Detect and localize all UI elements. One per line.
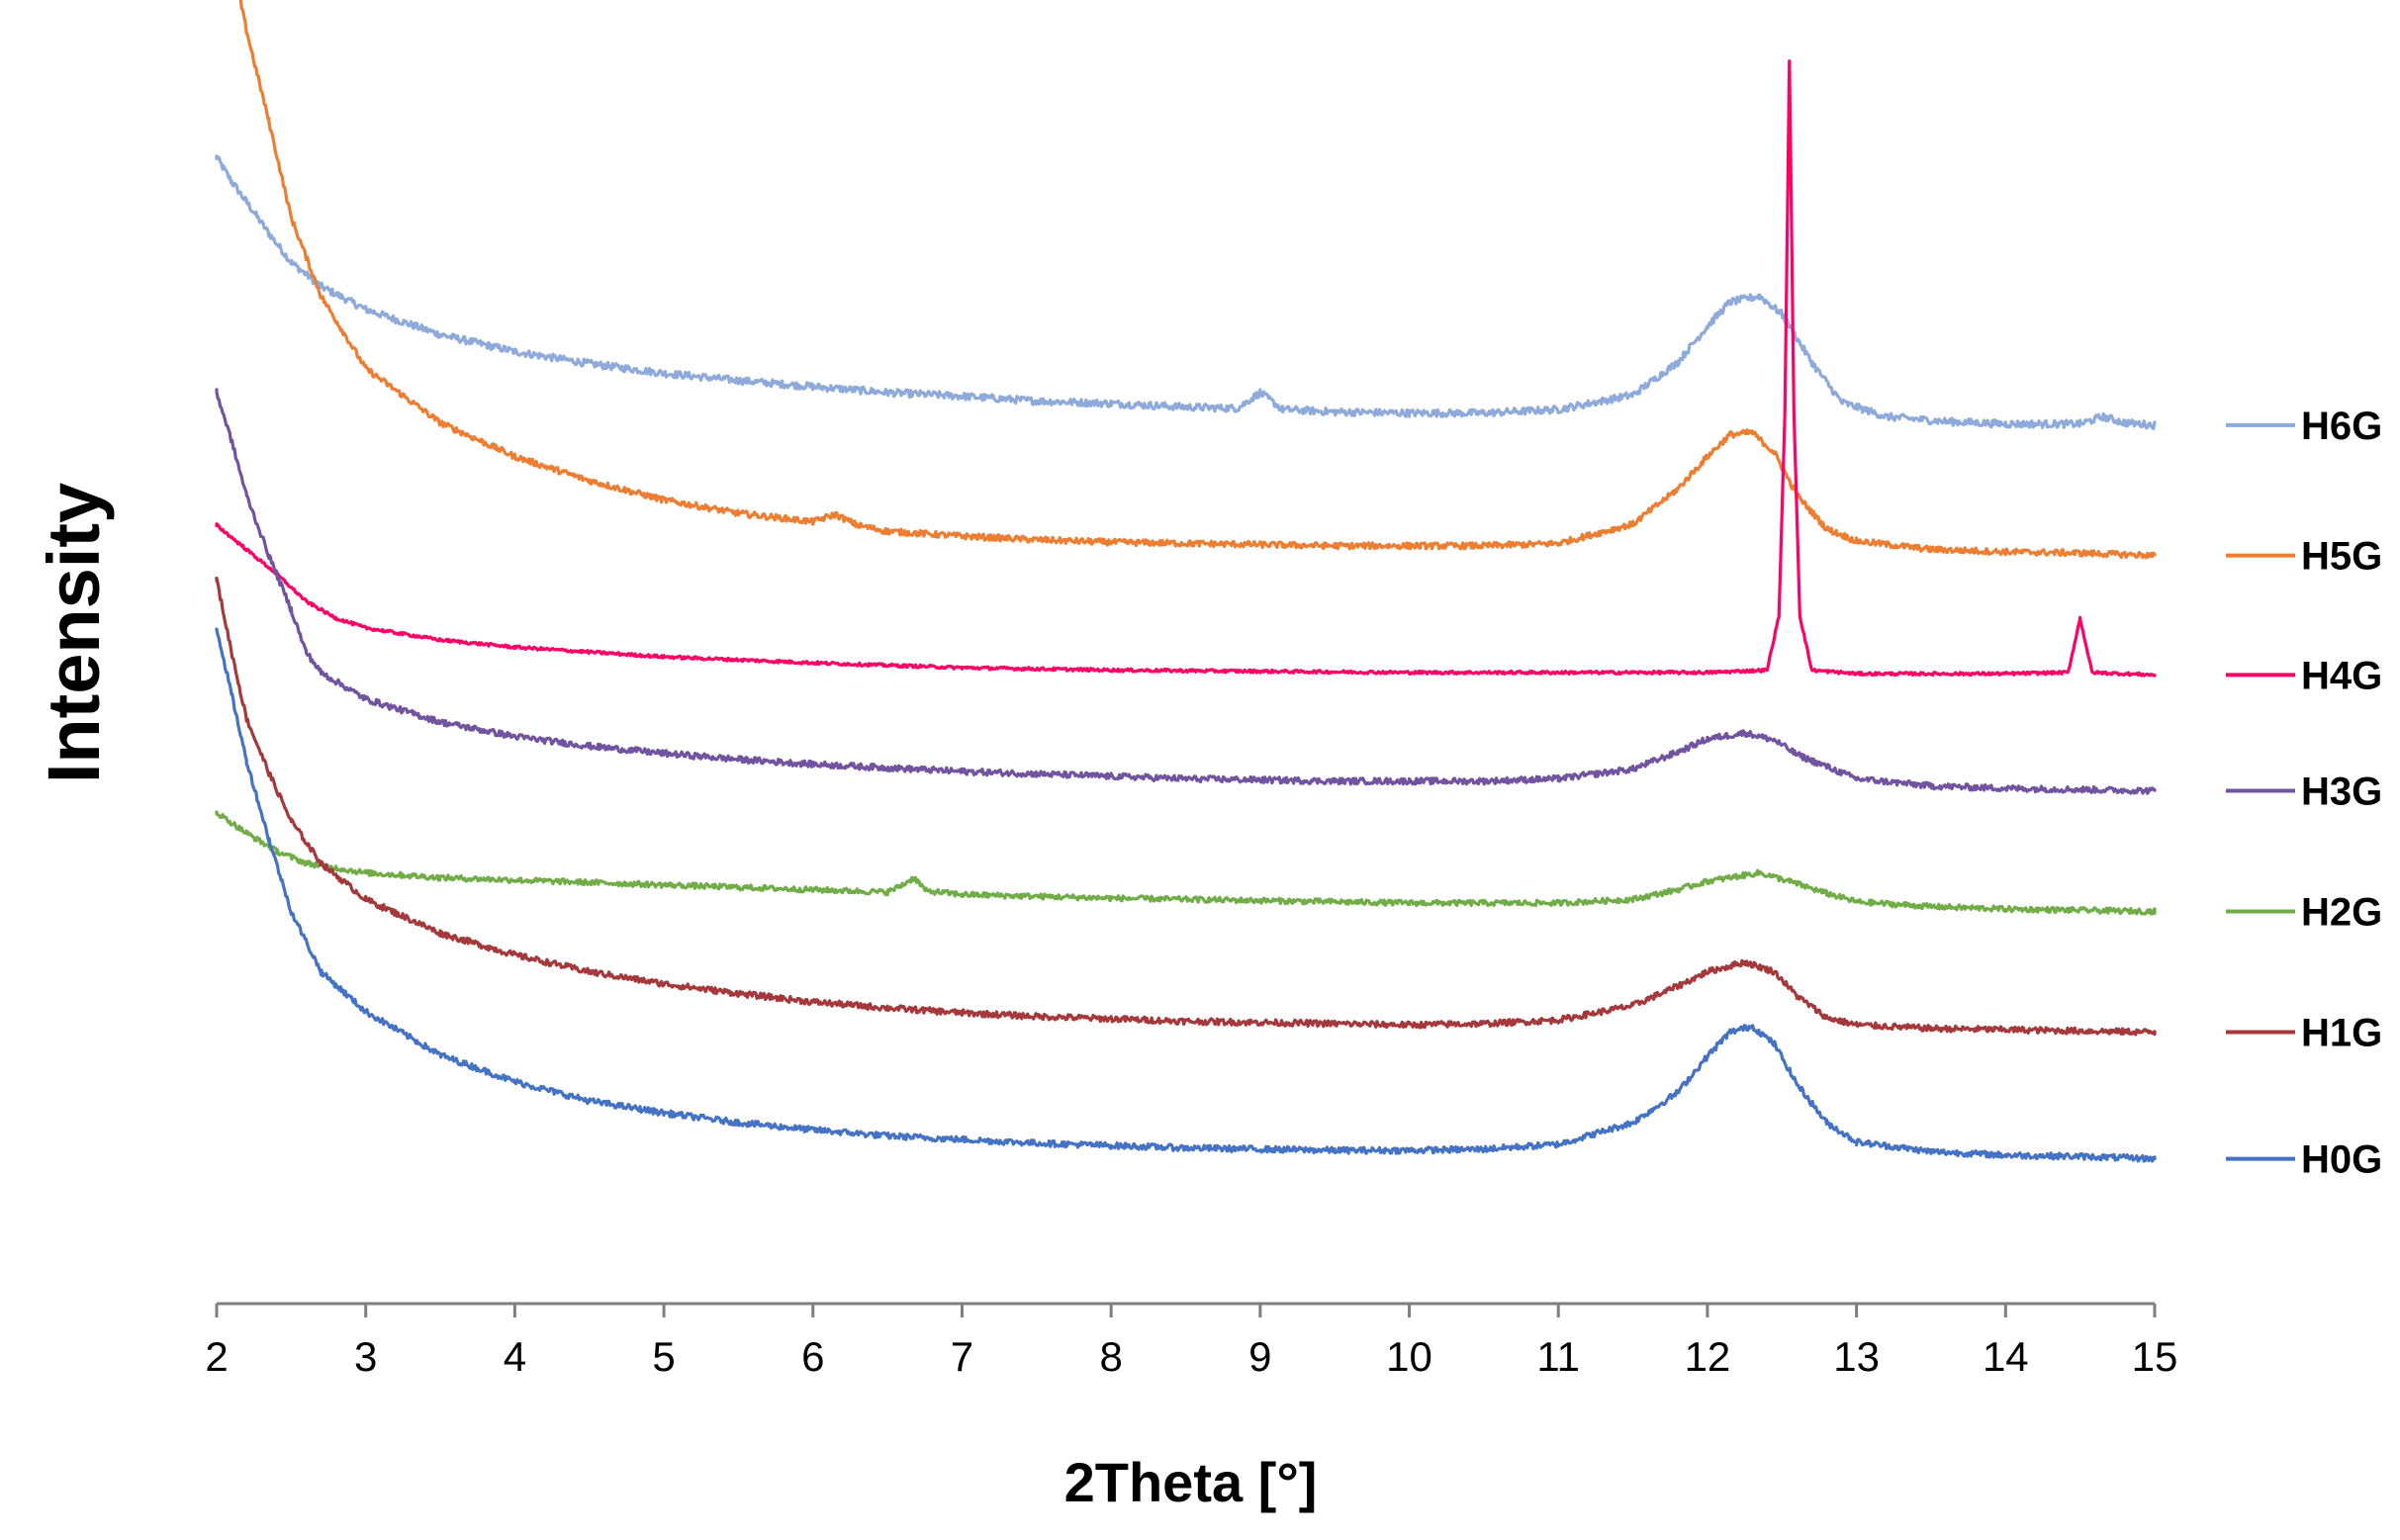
x-tick-label: 7 — [951, 1333, 973, 1380]
legend-item-h4g: H4G — [2226, 654, 2382, 697]
x-axis-title: 2Theta [°] — [1064, 1451, 1318, 1513]
legend-item-h5g: H5G — [2226, 535, 2382, 579]
x-tick-label: 13 — [1833, 1333, 1880, 1380]
x-axis-ticks: 2 3 4 5 6 7 8 9 10 11 12 13 14 15 — [205, 1304, 2177, 1380]
x-tick-label: 5 — [652, 1333, 675, 1380]
x-tick-label: 12 — [1685, 1333, 1731, 1380]
series-line-h2g — [215, 810, 2157, 916]
legend: H6G H5G H4G H3G H2G H1G H0G — [2226, 405, 2382, 1182]
y-axis-title: Intensity — [33, 483, 115, 783]
legend-item-h2g: H2G — [2226, 891, 2382, 935]
x-tick-label: 11 — [1536, 1333, 1580, 1380]
legend-label: H0G — [2301, 1138, 2382, 1182]
legend-label: H3G — [2301, 770, 2382, 814]
series-line-h3g — [215, 388, 2157, 795]
x-tick-label: 3 — [354, 1333, 377, 1380]
legend-item-h0g: H0G — [2226, 1138, 2382, 1182]
legend-label: H5G — [2301, 535, 2382, 579]
legend-label: H4G — [2301, 654, 2382, 697]
series-line-h4g — [215, 59, 2157, 678]
legend-label: H2G — [2301, 891, 2382, 935]
series-line-h0g — [215, 627, 2157, 1163]
series-layer — [215, 0, 2157, 1163]
x-tick-label: 10 — [1386, 1333, 1432, 1380]
x-tick-label: 9 — [1248, 1333, 1271, 1380]
x-tick-label: 2 — [205, 1333, 228, 1380]
x-tick-label: 15 — [2132, 1333, 2178, 1380]
legend-label: H6G — [2301, 405, 2382, 448]
x-tick-label: 4 — [504, 1333, 526, 1380]
legend-label: H1G — [2301, 1012, 2382, 1055]
x-tick-label: 6 — [801, 1333, 824, 1380]
x-tick-label: 8 — [1099, 1333, 1122, 1380]
series-line-h6g — [215, 154, 2157, 430]
legend-item-h3g: H3G — [2226, 770, 2382, 814]
legend-item-h6g: H6G — [2226, 405, 2382, 448]
legend-item-h1g: H1G — [2226, 1012, 2382, 1055]
series-line-h5g — [238, 0, 2157, 560]
series-line-h1g — [215, 576, 2157, 1037]
x-tick-label: 14 — [1983, 1333, 2029, 1380]
